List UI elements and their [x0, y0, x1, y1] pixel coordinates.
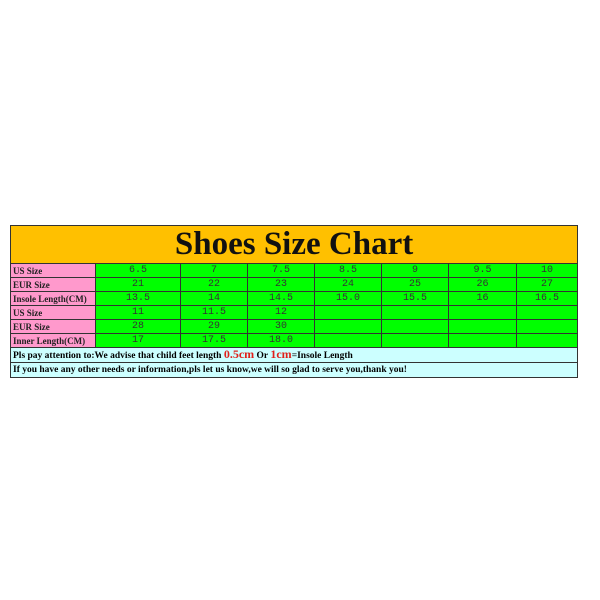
size-cell — [448, 333, 517, 348]
size-cell: 17 — [95, 333, 181, 348]
size-cell: 17.5 — [180, 333, 248, 348]
size-cell: 10 — [515, 263, 579, 278]
note-highlight-1: 0.5cm — [223, 347, 255, 361]
table-row: Insole Length(CM) 13.5 14 14.5 15.0 15.5 16 16.… — [10, 291, 579, 306]
note-contact: If you have any other needs or informati… — [9, 362, 579, 378]
size-cell: 27 — [515, 277, 579, 292]
size-cell: 7 — [180, 263, 248, 278]
note-prefix: Pls pay attention to:We advise that chil… — [13, 351, 224, 361]
size-cell — [448, 305, 517, 320]
size-chart-table: Shoes Size Chart US Size 6.5 7 7.5 8.5 9 9.5 10… — [9, 225, 579, 378]
size-cell: 11.5 — [180, 305, 248, 320]
note-mid: Or — [254, 351, 271, 361]
size-cell: 7.5 — [247, 263, 315, 278]
size-cell: 14.5 — [247, 291, 315, 306]
size-cell — [314, 333, 382, 348]
size-cell: 15.0 — [314, 291, 382, 306]
row-label: EUR Size — [10, 277, 96, 292]
size-cell — [448, 319, 517, 334]
note-measurement: Pls pay attention to:We advise that chil… — [9, 347, 579, 363]
size-cell — [515, 319, 579, 334]
note-suffix: =Insole Length — [291, 351, 353, 361]
chart-title: Shoes Size Chart — [9, 225, 579, 264]
size-cell: 15.5 — [381, 291, 449, 306]
size-cell: 16 — [448, 291, 517, 306]
size-cell: 14 — [180, 291, 248, 306]
size-cell: 24 — [314, 277, 382, 292]
size-cell: 16.5 — [515, 291, 579, 306]
size-cell: 28 — [95, 319, 181, 334]
row-label: Insole Length(CM) — [10, 291, 96, 306]
size-cell: 22 — [180, 277, 248, 292]
size-cell: 11 — [95, 305, 181, 320]
size-cell: 8.5 — [314, 263, 382, 278]
size-cell: 25 — [381, 277, 449, 292]
size-cell — [515, 333, 579, 348]
size-cell — [515, 305, 579, 320]
size-cell — [381, 333, 449, 348]
table-row: EUR Size 21 22 23 24 25 26 27 — [10, 277, 579, 292]
table-row: US Size 11 11.5 12 — [10, 305, 579, 320]
size-cell — [381, 319, 449, 334]
size-cell — [314, 319, 382, 334]
row-label: EUR Size — [10, 319, 96, 334]
size-cell — [381, 305, 449, 320]
row-label: Inner Length(CM) — [10, 333, 96, 348]
size-cell: 18.0 — [247, 333, 315, 348]
size-cell: 9 — [381, 263, 449, 278]
size-cell: 23 — [247, 277, 315, 292]
size-cell: 21 — [95, 277, 181, 292]
table-row: EUR Size 28 29 30 — [10, 319, 579, 334]
table-row: Inner Length(CM) 17 17.5 18.0 — [10, 333, 579, 348]
table-row: US Size 6.5 7 7.5 8.5 9 9.5 10 — [10, 263, 579, 278]
size-cell: 30 — [247, 319, 315, 334]
size-cell: 13.5 — [95, 291, 181, 306]
size-cell: 6.5 — [95, 263, 181, 278]
size-cell — [314, 305, 382, 320]
size-cell: 29 — [180, 319, 248, 334]
row-label: US Size — [10, 305, 96, 320]
size-cell: 26 — [448, 277, 517, 292]
size-cell: 9.5 — [448, 263, 517, 278]
size-cell: 12 — [247, 305, 315, 320]
note-highlight-2: 1cm — [270, 347, 292, 361]
row-label: US Size — [10, 263, 96, 278]
